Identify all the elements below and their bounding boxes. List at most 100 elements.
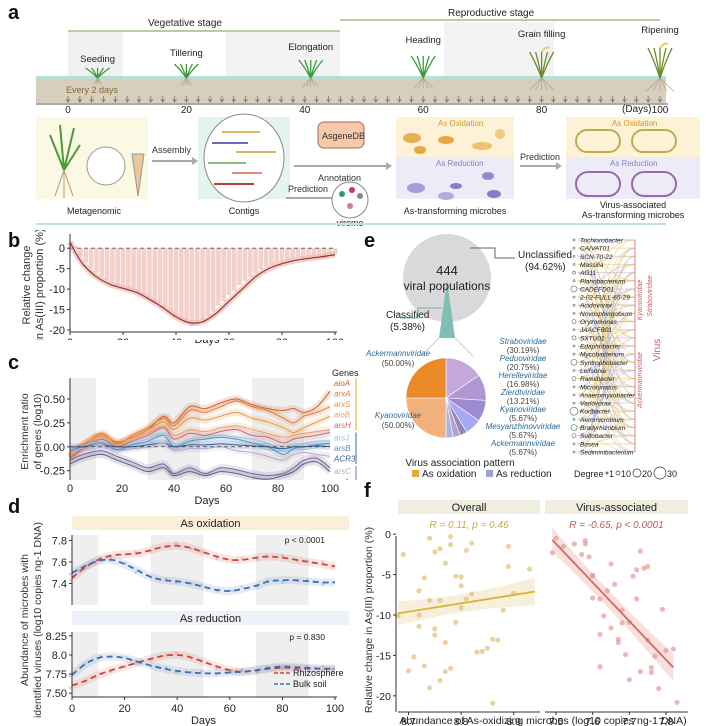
sampling-arrow [586, 96, 592, 103]
degree-legend-value: 20 [642, 469, 652, 479]
scatter-point [453, 573, 459, 579]
x-tick-label: 0 [69, 703, 75, 715]
stage-label: Elongation [288, 42, 333, 53]
network-link [577, 304, 636, 363]
rice-plant-icon [85, 67, 110, 85]
reproductive-stage-label: Reproductive stage [448, 8, 535, 19]
network-link [577, 353, 636, 396]
scatter-point [437, 677, 443, 684]
network-link [577, 312, 636, 420]
network-link [577, 329, 636, 412]
y-tick-label: 7.8 [52, 535, 67, 547]
sampling-arrow [598, 96, 604, 103]
sampling-arrow [515, 96, 521, 103]
x-tick-label: 7.5 [549, 716, 564, 726]
network-link [577, 247, 636, 363]
shaded-period [70, 378, 96, 480]
bar [147, 248, 152, 298]
network-link [577, 247, 636, 331]
host-label: Sediminibacterium [580, 450, 634, 457]
host-node [572, 344, 576, 348]
x-tick-label: 7.7 [622, 716, 637, 726]
timeline-tick: 40 [299, 105, 311, 116]
degree-legend-value: 30 [667, 469, 677, 479]
sampling-arrow [397, 96, 402, 103]
legend-gene-arsC: arsC [334, 467, 351, 476]
host-node [572, 393, 576, 397]
timeline-unit: (Days) [622, 104, 651, 115]
pie-slice-ackermannviridae [405, 357, 447, 399]
host-node [572, 312, 576, 315]
sampling-arrow [551, 96, 556, 103]
sampling-arrow [113, 96, 118, 103]
host-label: Planobacterium [580, 278, 626, 285]
y-tick-label: -20 [49, 325, 65, 337]
timeline-tick: 20 [181, 105, 193, 116]
host-label: 2-02-FULL-65-29 [579, 295, 630, 302]
y-axis-label-line2: identified viruses (log10 copies ng-1 DN… [32, 522, 44, 718]
y-tick-label: -5 [382, 570, 391, 582]
scatter-point [586, 554, 592, 560]
data-point [321, 668, 325, 672]
scatter-point [405, 668, 412, 674]
y-tick-label: 7.6 [52, 557, 67, 569]
host-node [572, 295, 576, 299]
host-label: Trichlorobacter [580, 238, 624, 245]
network-link [577, 263, 636, 323]
reduction-family-label: Peduoviridae [500, 354, 547, 363]
x-tick-label: 20 [118, 703, 130, 715]
bar [237, 248, 242, 285]
scatter-point [469, 540, 475, 546]
x-tick-label: 7.8 [659, 716, 674, 726]
series-line-arsJ [69, 432, 331, 453]
data-point [200, 583, 203, 587]
data-point [321, 560, 325, 564]
scatter-point [416, 612, 422, 618]
network-link [577, 239, 636, 298]
unclassified-percent: (94.62%) [525, 262, 566, 273]
host-label: SXTU01 [580, 335, 605, 342]
reduction-box-label: As Reduction [436, 159, 484, 168]
y-tick-label: 7.4 [52, 578, 67, 590]
bar [216, 248, 221, 306]
leader-line [400, 307, 442, 319]
legend-label: Rhizosphere [293, 668, 344, 678]
bar [263, 248, 269, 267]
sampling-arrow [444, 96, 450, 103]
y-tick-label: -10 [49, 284, 65, 296]
oxidation-box-label: As Oxidation [438, 119, 483, 128]
virus-oxidation-label: As Oxidation [612, 119, 657, 128]
sampling-arrow [610, 96, 615, 103]
scatter-point [582, 541, 588, 547]
x-tick-label: 0 [67, 337, 73, 340]
annotation-label: Annotation [318, 173, 361, 183]
data-point [164, 653, 168, 657]
scatter-point [432, 549, 438, 555]
legend-gene-arxS: arxS [334, 400, 351, 409]
bar [205, 248, 211, 316]
host-label: CAIVAT01 [580, 246, 610, 253]
network-link [577, 312, 636, 388]
bar [173, 248, 179, 316]
bar [322, 248, 327, 258]
timeline-tick: 0 [65, 105, 71, 116]
x-tick-label: 40 [171, 703, 183, 715]
network-link [577, 353, 636, 429]
panel-label-c: c [8, 352, 20, 374]
series-ci-band [70, 650, 335, 690]
data-point [331, 668, 335, 671]
network-link [577, 321, 636, 429]
y-axis-label: Relative change in As(III) proportion (%… [363, 527, 375, 713]
scatter-point [490, 636, 496, 642]
legend-gene-arxA: arxA [334, 390, 350, 399]
sampling-arrow [124, 96, 130, 103]
shaded-period [252, 378, 304, 480]
host-label: Mycobacterium [580, 352, 625, 359]
data-point [281, 580, 284, 584]
network-link [577, 288, 636, 339]
sampling-arrow [491, 96, 497, 103]
sampling-arrow [373, 96, 379, 103]
data-point [230, 669, 234, 673]
host-node [570, 285, 578, 293]
sampling-arrow [622, 96, 627, 103]
